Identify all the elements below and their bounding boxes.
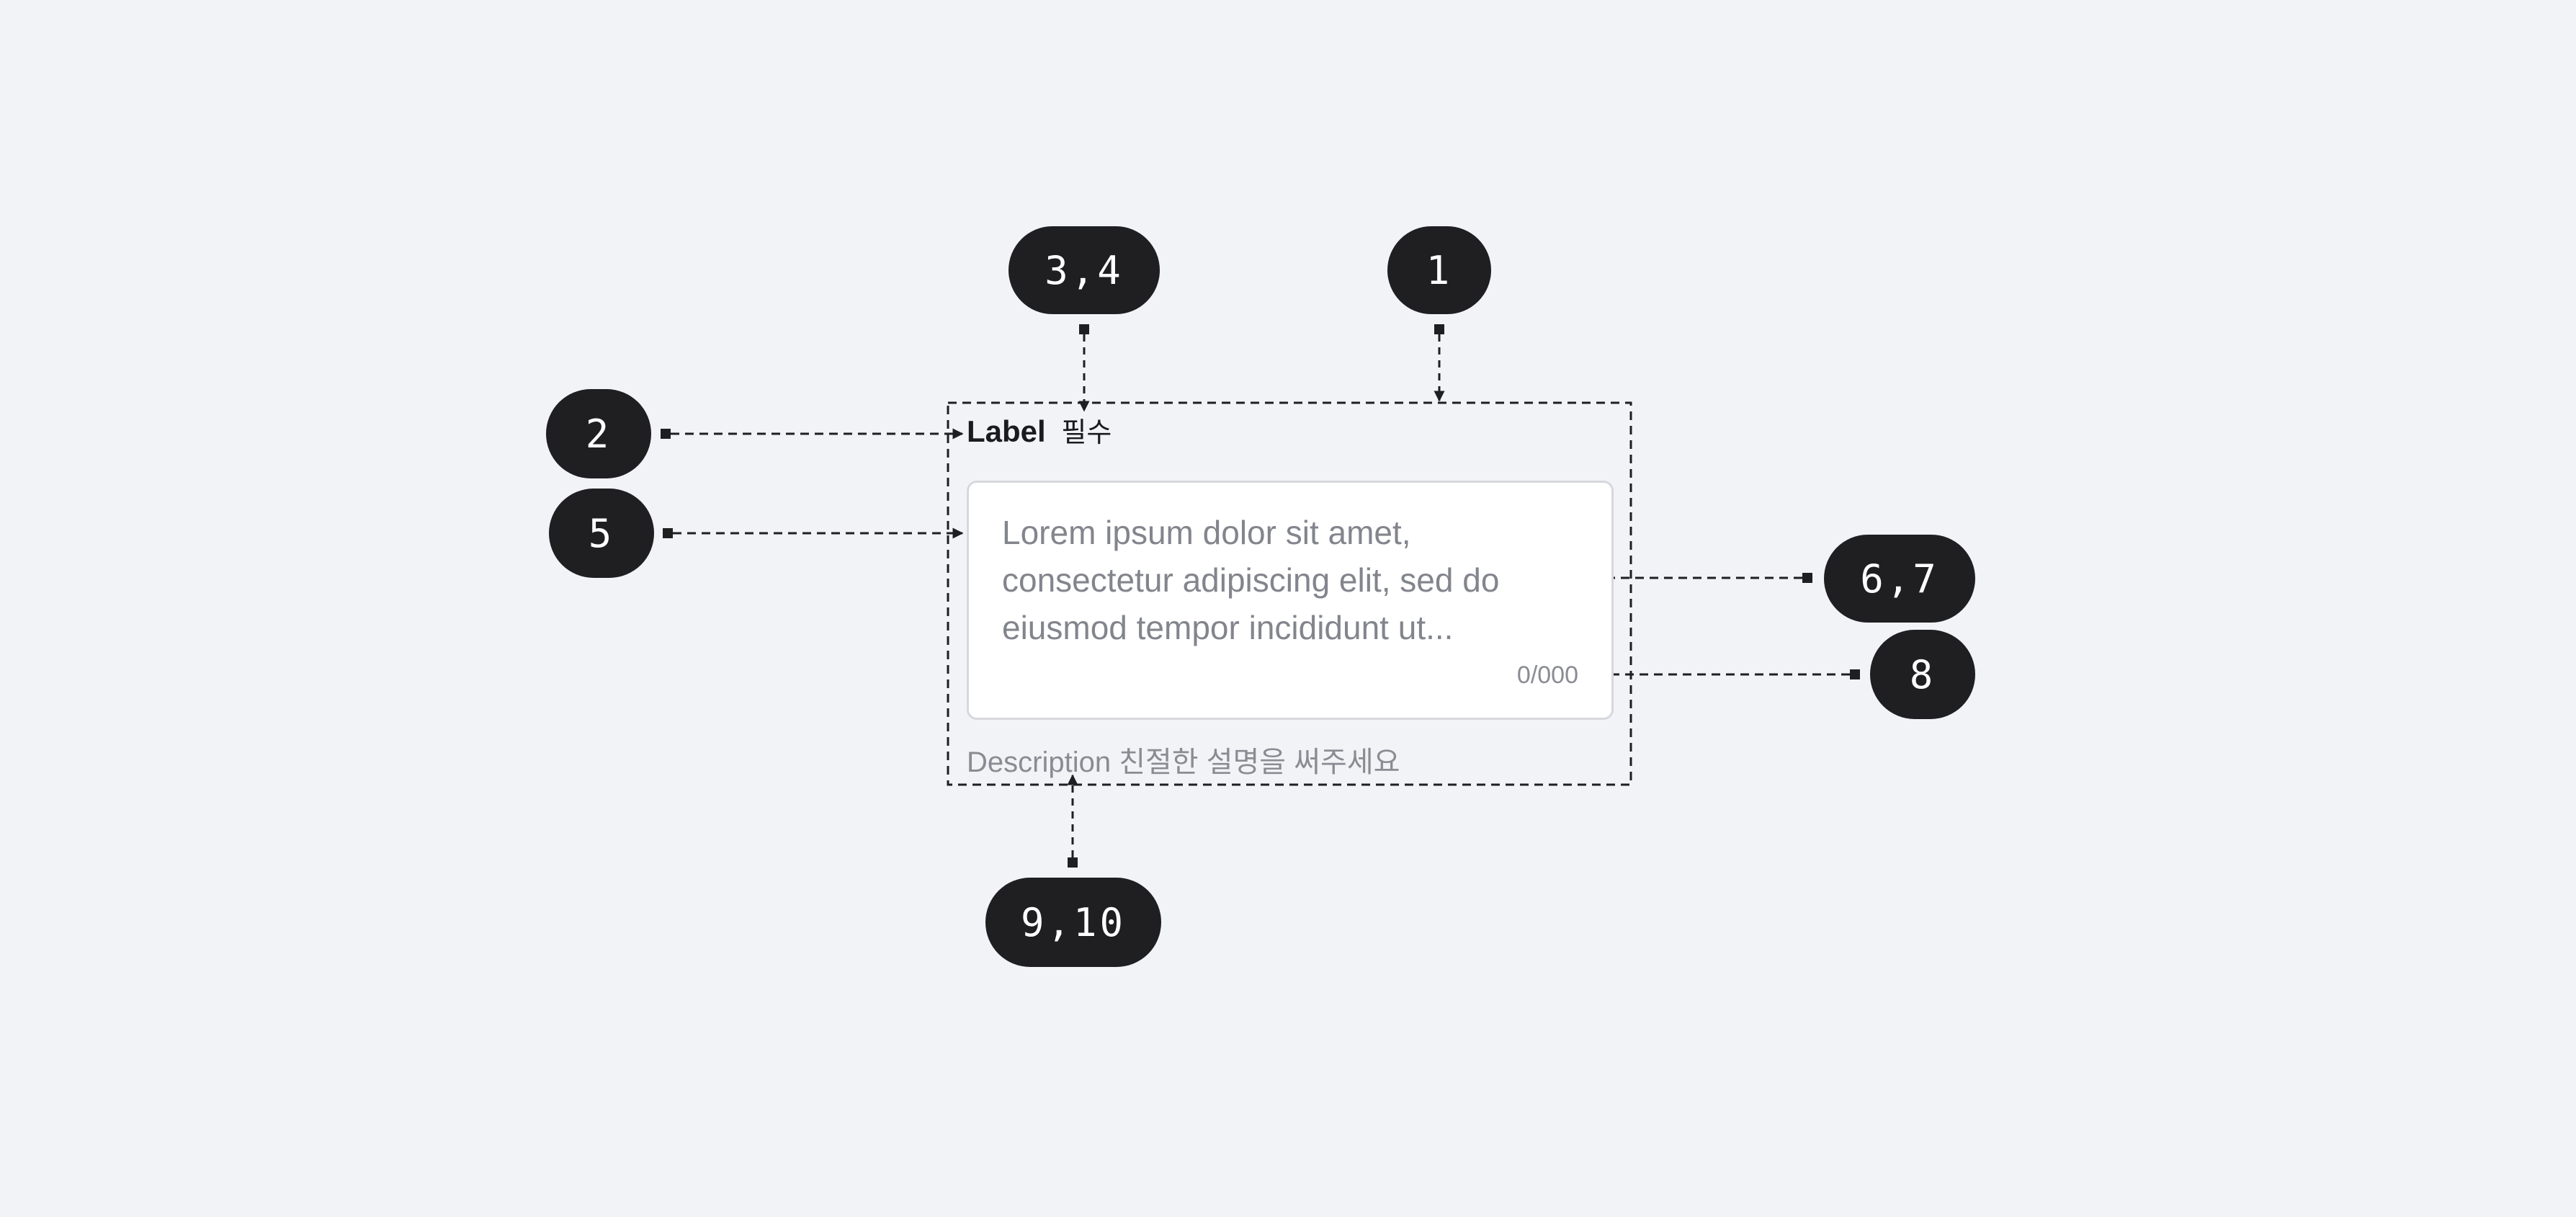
label-text: Label bbox=[967, 414, 1046, 448]
textarea-content: Lorem ipsum dolor sit amet, consectetur … bbox=[1002, 514, 1500, 646]
connector-8 bbox=[1580, 669, 1860, 680]
required-mark: 필수 bbox=[1061, 416, 1112, 448]
badge-2: 2 bbox=[546, 389, 651, 478]
connector-9-10 bbox=[1067, 774, 1078, 868]
connector-1 bbox=[1434, 324, 1445, 402]
character-counter: 0/000 bbox=[1516, 661, 1578, 689]
badge-8: 8 bbox=[1870, 630, 1975, 719]
badge-9-10: 9,10 bbox=[985, 878, 1161, 967]
connector-3-4 bbox=[1078, 324, 1090, 412]
field-label: Label 필수 bbox=[967, 413, 1112, 451]
connector-2 bbox=[661, 428, 964, 440]
badge-1: 1 bbox=[1387, 226, 1491, 314]
badge-3-4: 3,4 bbox=[1009, 226, 1160, 314]
badge-5: 5 bbox=[549, 489, 654, 578]
textarea-input[interactable]: Lorem ipsum dolor sit amet, consectetur … bbox=[967, 481, 1614, 720]
connector-5 bbox=[663, 527, 964, 539]
badge-6-7: 6,7 bbox=[1824, 535, 1975, 623]
field-description: Description 친절한 설명을 써주세요 bbox=[967, 746, 1400, 778]
